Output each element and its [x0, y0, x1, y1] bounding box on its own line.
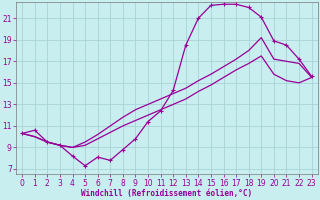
X-axis label: Windchill (Refroidissement éolien,°C): Windchill (Refroidissement éolien,°C)	[81, 189, 252, 198]
